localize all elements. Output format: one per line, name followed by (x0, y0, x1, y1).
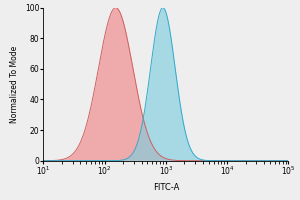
X-axis label: FITC-A: FITC-A (153, 183, 179, 192)
Y-axis label: Normalized To Mode: Normalized To Mode (10, 46, 19, 123)
